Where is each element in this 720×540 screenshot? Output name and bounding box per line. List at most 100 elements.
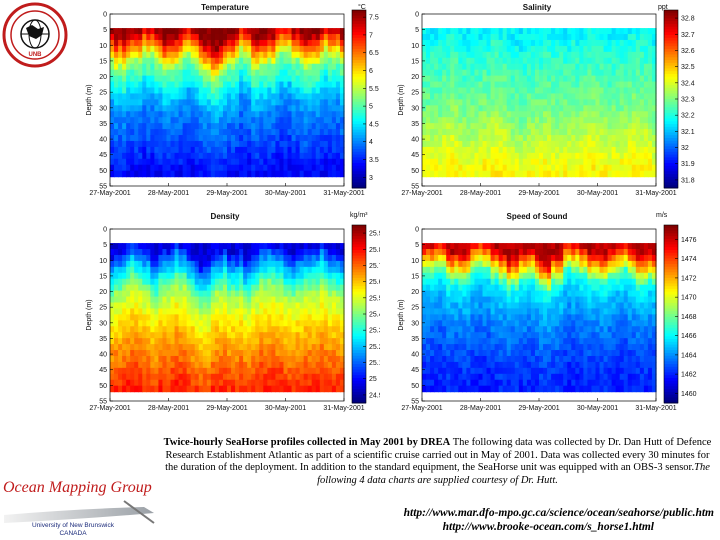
heatmap-cell [331,344,337,351]
heatmap-cell [227,320,232,327]
heatmap-cell [339,266,345,274]
heatmap-cell [287,105,293,112]
heatmap-cell [247,326,252,333]
heatmap-cell [138,105,143,112]
heatmap-cell [287,34,293,41]
heatmap-cell [182,45,188,53]
heatmap-cell [206,39,212,47]
heatmap-cell [579,158,584,166]
heatmap-cell [339,350,345,357]
colorbar-segment [664,21,678,25]
heatmap-cell [591,158,597,166]
heatmap-cell [279,39,285,47]
heatmap-cell [287,385,293,393]
heatmap-cell [126,379,131,387]
heatmap-cell [438,266,443,274]
heatmap-cell [454,135,459,142]
heatmap-cell [218,117,224,124]
heatmap-cell [210,296,216,304]
heatmap-cell [619,152,625,160]
heatmap-cell [214,302,220,310]
heatmap-cell [110,361,115,369]
heatmap-cell [486,87,492,95]
heatmap-cell [307,34,313,41]
heatmap-cell [162,51,168,59]
heatmap-cell [110,385,115,393]
heatmap-cell [239,123,244,130]
heatmap-cell [474,117,480,124]
heatmap-cell [458,332,463,339]
heatmap-cell [267,158,272,166]
heatmap-cell [271,164,277,172]
heatmap-cell [611,111,617,118]
colorbar-tick-label: 7.5 [369,15,379,22]
heatmap-cell [311,51,317,59]
heatmap-cell [426,164,431,172]
heatmap-cell [182,326,188,333]
heatmap-cell [214,266,220,274]
heatmap-cell [547,51,552,59]
heatmap-cell [190,272,196,280]
heatmap-cell [227,81,232,89]
heatmap-cell [599,51,605,59]
heatmap-cell [158,105,164,112]
heatmap-cell [227,57,232,65]
heatmap-cell [643,170,649,178]
heatmap-cell [210,308,216,315]
heatmap-cell [130,164,135,172]
heatmap-cell [339,367,345,375]
heatmap-cell [186,129,192,136]
heatmap-cell [186,93,192,100]
heatmap-cell [426,367,431,375]
heatmap-cell [186,105,192,112]
heatmap-cell [522,158,528,166]
heatmap-cell [583,87,589,95]
heatmap-cell [450,69,455,77]
heatmap-cell [514,63,520,71]
heatmap-cell [214,385,220,393]
heatmap-cell [426,140,431,148]
heatmap-cell [327,344,333,351]
heatmap-cell [271,302,277,310]
heatmap-cell [178,296,184,304]
heatmap-cell [530,93,536,100]
heatmap-cell [251,164,256,172]
heatmap-cell [442,123,447,130]
heatmap-cell [583,75,589,83]
heatmap-cell [271,170,277,178]
heatmap-cell [607,164,613,172]
heatmap-cell [426,69,431,77]
heatmap-cell [422,290,427,298]
heatmap-cell [539,69,544,77]
heatmap-cell [422,361,427,369]
heatmap-cell [287,57,293,65]
heatmap-cell [122,290,127,298]
heatmap-cell [434,69,439,77]
heatmap-cell [279,45,285,53]
heatmap-cell [498,99,504,106]
heatmap-cell [114,111,119,118]
colorbar-segment [664,46,678,50]
heatmap-cell [295,63,301,71]
heatmap-cell [651,123,657,130]
heatmap-cell [150,39,155,47]
heatmap-cell [454,28,459,35]
heatmap-cell [222,338,228,345]
heatmap-cell [231,99,236,106]
heatmap-cell [474,146,480,154]
heatmap-cell [559,63,564,71]
heatmap-cell [263,332,268,339]
heatmap-cell [450,326,455,333]
heatmap-cell [235,344,240,351]
heatmap-cell [599,75,605,83]
heatmap-cell [470,164,476,172]
heatmap-cell [162,296,168,304]
heatmap-cell [247,320,252,327]
heatmap-cell [154,314,160,321]
heatmap-cell [458,308,463,315]
heatmap-cell [194,129,200,136]
heatmap-cell [247,87,252,95]
heatmap-cell [567,129,572,136]
heatmap-cell [430,170,435,178]
heatmap-cell [434,338,439,345]
